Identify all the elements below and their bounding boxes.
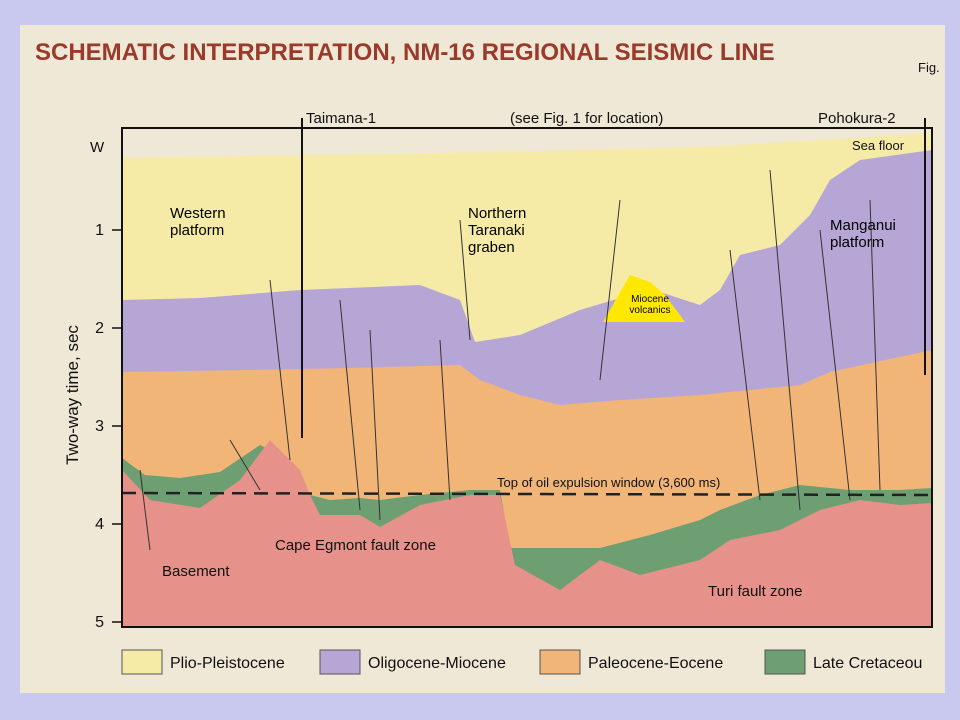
well-label: Taimana-1 — [306, 110, 376, 127]
tick-label: 4 — [95, 516, 104, 533]
direction: W — [90, 139, 105, 156]
axis-ticks: 1 2 3 4 5 — [95, 222, 122, 631]
region-label: Miocene volcanics — [629, 294, 670, 316]
legend-swatch — [121, 649, 163, 675]
region-label: Turi fault zone — [708, 583, 803, 600]
basement-layer — [122, 440, 932, 627]
region-label: Manganui platform — [830, 217, 896, 251]
faults — [139, 169, 881, 551]
location-note: (see Fig. 1 for location) — [510, 110, 663, 127]
volcanics — [603, 275, 685, 322]
legend-swatch — [319, 649, 361, 675]
region-label: Cape Egmont fault zone — [275, 537, 436, 554]
sea-floor-label: Sea floor — [852, 138, 905, 153]
tick-label: 2 — [95, 320, 104, 337]
oil-window-label: Top of oil expulsion window (3,600 ms) — [497, 475, 720, 490]
figure-ref: Fig. — [918, 60, 940, 75]
tick-label: 5 — [95, 614, 104, 631]
legend-swatch — [539, 649, 581, 675]
region-label: Western platform — [170, 205, 226, 239]
legend-label: Paleocene-Eocene — [588, 655, 723, 672]
region-label: Northern Taranaki graben — [468, 205, 526, 256]
frame — [121, 127, 933, 628]
oil-window-line — [121, 491, 933, 497]
tick-label: 3 — [95, 418, 104, 435]
legend-label: Late Cretaceou — [813, 655, 922, 672]
tick-label: 1 — [95, 222, 104, 239]
legend: Plio-Pleistocene Oligocene-Miocene Paleoce… — [121, 649, 922, 675]
axis-label: Two-way time, sec — [63, 325, 82, 465]
legend-swatch — [764, 649, 806, 675]
legend-label: Plio-Pleistocene — [170, 655, 285, 672]
legend-label: Oligocene-Miocene — [368, 655, 506, 672]
region-label: Basement — [162, 563, 230, 580]
well-label: Pohokura-2 — [818, 110, 896, 127]
section — [121, 118, 933, 628]
title: SCHEMATIC INTERPRETATION, NM-16 REGIONAL… — [35, 39, 775, 66]
